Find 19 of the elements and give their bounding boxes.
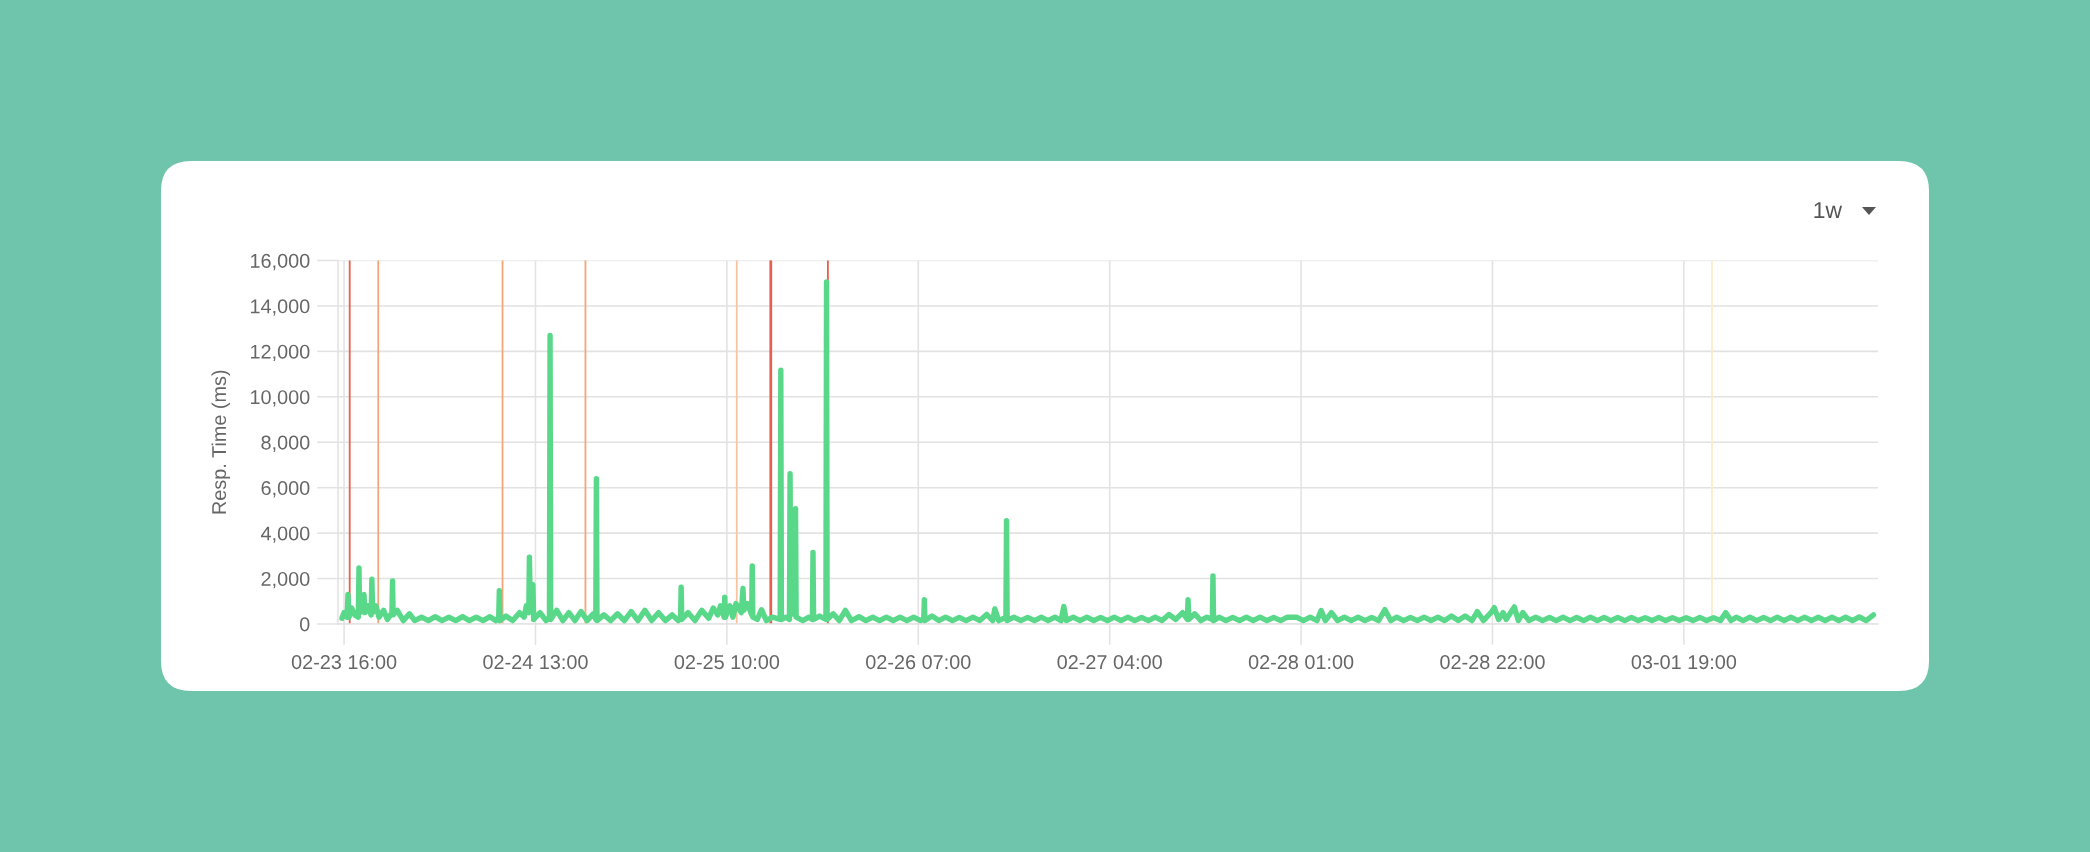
x-tick-label: 02-26 07:00 [866,655,971,670]
x-tick-label: 02-25 10:00 [674,655,780,670]
y-tick-label: 6,000 [261,481,310,498]
y-tick-label: 12,000 [251,344,310,362]
x-tick-label: 02-24 13:00 [483,655,588,670]
x-tick-label: 02-28 01:00 [1248,655,1354,670]
x-tick-label: 03-01 19:00 [1631,655,1737,670]
x-tick-label: 02-27 04:00 [1057,655,1162,670]
y-axis-title: Resp. Time (ms) [211,370,231,514]
y-tick-label: 0 [299,617,310,632]
text: 1w [1814,202,1843,218]
y-tick-label: 2,000 [261,571,310,589]
y-tick-label: 10,000 [251,390,310,407]
y-tick-label: 16,000 [251,253,310,271]
y-tick-label: 4,000 [260,526,310,543]
x-tick-label: 02-23 16:00 [291,655,397,670]
x-tick-label: 02-28 22:00 [1440,655,1545,670]
y-tick-label: 8,000 [261,435,310,452]
y-tick-label: 14,000 [251,299,310,316]
